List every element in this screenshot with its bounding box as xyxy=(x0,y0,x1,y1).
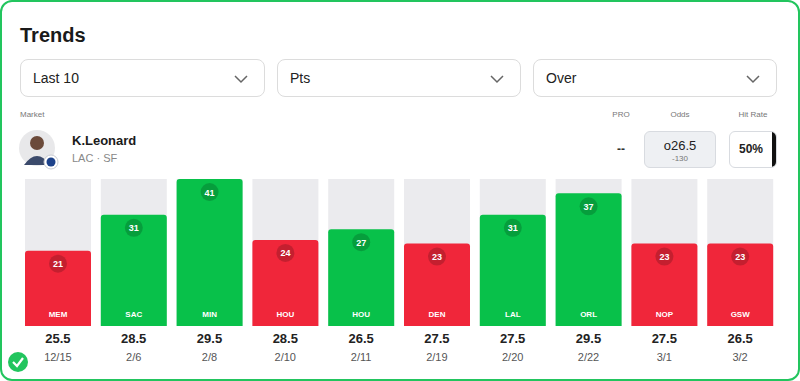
html-text:Hit Rate: Hit Rate xyxy=(738,110,768,119)
svg-text:31: 31 xyxy=(508,223,518,233)
svg-text:2/22: 2/22 xyxy=(578,351,599,363)
html-text:Over: Over xyxy=(546,70,577,86)
html-text:o26.5: o26.5 xyxy=(663,138,697,153)
svg-text:41: 41 xyxy=(205,188,215,198)
html-text:Pts: Pts xyxy=(290,70,311,86)
svg-text:37: 37 xyxy=(584,202,594,212)
svg-text:29.5: 29.5 xyxy=(576,331,601,346)
svg-text:27.5: 27.5 xyxy=(652,331,677,346)
svg-text:2/10: 2/10 xyxy=(275,351,296,363)
svg-text:MIN: MIN xyxy=(202,310,217,319)
html-text:Trends: Trends xyxy=(20,24,86,46)
svg-text:27: 27 xyxy=(356,238,366,248)
svg-text:LAL: LAL xyxy=(505,310,521,319)
svg-text:23: 23 xyxy=(659,252,669,262)
svg-text:23: 23 xyxy=(432,252,442,262)
html-text:PRO: PRO xyxy=(612,110,630,119)
svg-text:23: 23 xyxy=(735,252,745,262)
svg-text:27.5: 27.5 xyxy=(424,331,449,346)
svg-text:ORL: ORL xyxy=(580,310,597,319)
html-text:Market: Market xyxy=(20,110,45,119)
svg-text:28.5: 28.5 xyxy=(273,331,298,346)
svg-text:SAC: SAC xyxy=(125,310,142,319)
svg-text:21: 21 xyxy=(53,259,63,269)
svg-text:HOU: HOU xyxy=(352,310,370,319)
svg-text:DEN: DEN xyxy=(429,310,446,319)
svg-text:28.5: 28.5 xyxy=(121,331,146,346)
svg-text:24: 24 xyxy=(280,248,290,258)
svg-text:GSW: GSW xyxy=(731,310,751,319)
svg-text:26.5: 26.5 xyxy=(727,331,752,346)
html-text:Odds: Odds xyxy=(670,110,690,119)
svg-text:2/11: 2/11 xyxy=(351,351,372,363)
html-text:K.Leonard: K.Leonard xyxy=(72,133,137,148)
html-text:LAC · SF: LAC · SF xyxy=(72,152,118,164)
svg-text:NOP: NOP xyxy=(656,310,674,319)
svg-text:2/20: 2/20 xyxy=(502,351,523,363)
html-text:Last 10: Last 10 xyxy=(33,70,79,86)
svg-text:HOU: HOU xyxy=(277,310,295,319)
svg-text:29.5: 29.5 xyxy=(197,331,222,346)
svg-text:12/15: 12/15 xyxy=(44,351,72,363)
svg-text:31: 31 xyxy=(129,223,139,233)
svg-text:3/2: 3/2 xyxy=(732,351,747,363)
svg-text:27.5: 27.5 xyxy=(500,331,525,346)
svg-text:3/1: 3/1 xyxy=(657,351,672,363)
svg-text:26.5: 26.5 xyxy=(348,331,373,346)
svg-text:MEM: MEM xyxy=(49,310,68,319)
html-text:-130: -130 xyxy=(672,154,688,163)
html-text:50%: 50% xyxy=(739,142,763,156)
svg-text:2/6: 2/6 xyxy=(126,351,141,363)
svg-text:2/8: 2/8 xyxy=(202,351,217,363)
svg-text:25.5: 25.5 xyxy=(45,331,70,346)
svg-text:2/19: 2/19 xyxy=(426,351,447,363)
